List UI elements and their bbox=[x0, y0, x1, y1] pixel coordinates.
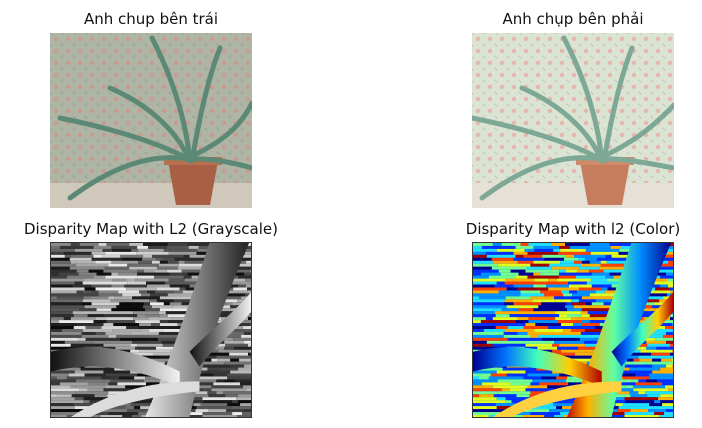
panel-title-disparity-gray: Disparity Map with L2 (Grayscale) bbox=[23, 220, 279, 238]
left-photo-image bbox=[50, 33, 252, 208]
panel-title-disparity-color: Disparity Map with l2 (Color) bbox=[465, 220, 681, 238]
panel-title-right-photo: Anh chụp bên phải bbox=[502, 10, 644, 28]
right-photo-image bbox=[472, 33, 674, 208]
disparity-color-image bbox=[472, 242, 674, 418]
panel-title-left-photo: Anh chup bên trái bbox=[83, 10, 219, 28]
disparity-gray-image bbox=[50, 242, 252, 418]
